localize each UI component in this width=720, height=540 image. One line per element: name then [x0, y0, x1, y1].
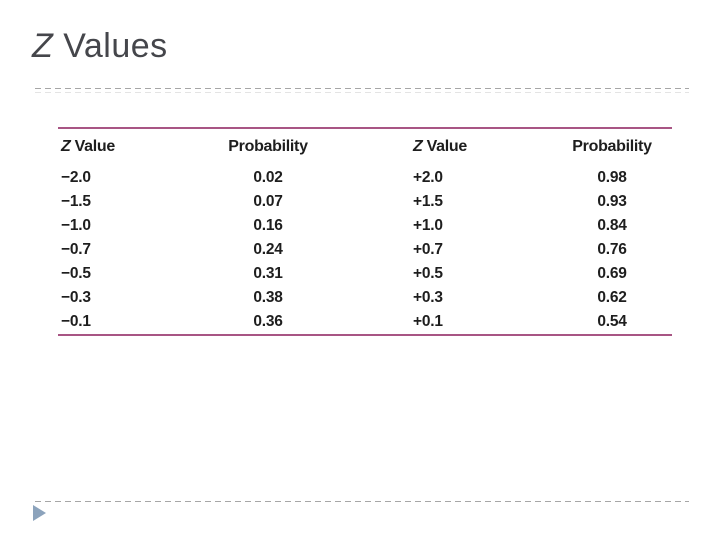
footer-divider-dashed	[35, 501, 689, 502]
table-top-rule	[58, 127, 672, 129]
z-value-cell: −2.0	[61, 169, 91, 186]
probability-cell: 0.31	[253, 265, 283, 282]
probability-cell: 0.24	[253, 241, 283, 258]
table-row: −1.0 0.16 +1.0 0.84	[58, 214, 672, 238]
table-row: −0.5 0.31 +0.5 0.69	[58, 262, 672, 286]
probability-cell: 0.07	[253, 193, 283, 210]
table-row: −1.5 0.07 +1.5 0.93	[58, 190, 672, 214]
table-row: −0.3 0.38 +0.3 0.62	[58, 286, 672, 310]
probability-cell: 0.98	[597, 169, 627, 186]
table-bottom-rule	[58, 334, 672, 336]
probability-cell: 0.93	[597, 193, 627, 210]
z-value-cell: +0.7	[413, 241, 443, 258]
probability-cell: 0.38	[253, 289, 283, 306]
column-header-probability-left: Probability	[228, 138, 308, 155]
page-title: Z Values	[32, 27, 168, 65]
column-header-z-value-right: Z Value	[413, 138, 467, 155]
title-italic-z: Z	[32, 27, 54, 65]
z-value-cell: −1.5	[61, 193, 91, 210]
table-row: −0.1 0.36 +0.1 0.54	[58, 310, 672, 334]
probability-cell: 0.84	[597, 217, 627, 234]
z-values-table: Z Value Probability Z Value Probability …	[58, 127, 672, 336]
probability-cell: 0.76	[597, 241, 627, 258]
column-header-probability-right: Probability	[572, 138, 652, 155]
probability-cell: 0.16	[253, 217, 283, 234]
z-value-cell: −1.0	[61, 217, 91, 234]
z-value-cell: +0.1	[413, 313, 443, 330]
probability-cell: 0.02	[253, 169, 283, 186]
z-value-cell: −0.7	[61, 241, 91, 258]
title-underline-dashed	[35, 88, 689, 89]
probability-cell: 0.36	[253, 313, 283, 330]
z-value-cell: +0.5	[413, 265, 443, 282]
z-value-cell: +0.3	[413, 289, 443, 306]
probability-cell: 0.62	[597, 289, 627, 306]
title-rest: Values	[53, 27, 168, 65]
z-value-cell: +1.5	[413, 193, 443, 210]
footer-play-triangle-icon	[33, 505, 46, 521]
z-value-cell: +1.0	[413, 217, 443, 234]
z-value-cell: −0.3	[61, 289, 91, 306]
z-value-cell: +2.0	[413, 169, 443, 186]
column-header-z-value-left: Z Value	[61, 138, 115, 155]
z-value-cell: −0.1	[61, 313, 91, 330]
z-value-cell: −0.5	[61, 265, 91, 282]
title-underline-dashed-light	[35, 92, 689, 93]
table-header-row: Z Value Probability Z Value Probability	[58, 129, 672, 166]
table-row: −2.0 0.02 +2.0 0.98	[58, 166, 672, 190]
probability-cell: 0.54	[597, 313, 627, 330]
probability-cell: 0.69	[597, 265, 627, 282]
table-row: −0.7 0.24 +0.7 0.76	[58, 238, 672, 262]
